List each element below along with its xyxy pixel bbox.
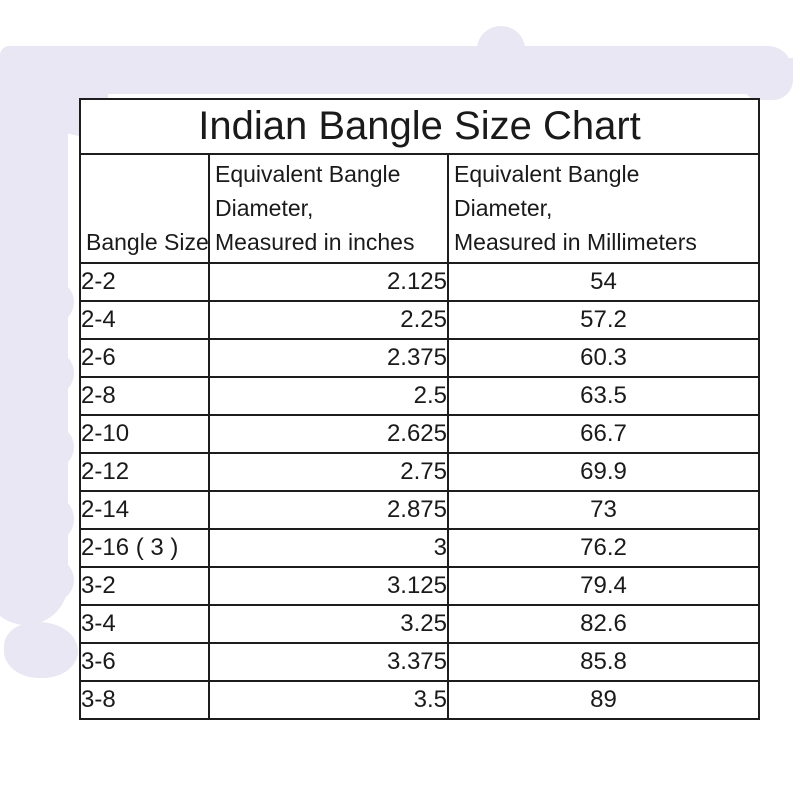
cell-diameter-inches: 2.625 [208,414,449,454]
cell-diameter-mm: 60.3 [446,338,761,378]
cell-diameter-inches: 3 [208,528,449,568]
cell-bangle-size: 2-16 ( 3 ) [79,528,210,568]
cell-bangle-size: 2-14 [79,490,210,530]
watermark-bottom-blob [4,622,78,678]
cell-diameter-mm: 66.7 [446,414,761,454]
cell-diameter-inches: 3.125 [208,566,449,606]
watermark-blob [30,425,74,469]
header-line: Equivalent Bangle [215,161,401,187]
watermark-blob [28,350,74,396]
watermark-top-band [0,46,792,94]
table-row: 2-14 2.875 73 [79,490,761,530]
cell-diameter-mm: 54 [446,262,761,302]
table-row: 2-12 2.75 69.9 [79,452,761,492]
bangle-size-table: Indian Bangle Size Chart Bangle Size Equ… [78,98,761,720]
cell-diameter-mm: 73 [446,490,761,530]
cell-diameter-inches: 3.375 [208,642,449,682]
watermark-blob [30,558,74,602]
cell-bangle-size: 2-4 [79,300,210,340]
cell-diameter-mm: 85.8 [446,642,761,682]
header-line: Diameter, [215,195,314,221]
header-line: Measured in Millimeters [454,229,697,255]
table-title: Indian Bangle Size Chart [78,98,761,155]
header-label: Bangle Size [86,229,209,255]
cell-diameter-inches: 2.75 [208,452,449,492]
cell-bangle-size: 2-10 [79,414,210,454]
watermark-top-bump [477,26,525,72]
cell-bangle-size: 3-8 [79,680,210,720]
cell-diameter-inches: 2.875 [208,490,449,530]
cell-diameter-mm: 69.9 [446,452,761,492]
table-body: 2-2 2.125 54 2-4 2.25 57.2 2-6 2.375 60.… [79,262,761,720]
table-row: 3-4 3.25 82.6 [79,604,761,644]
watermark-top-right-blob [743,58,793,100]
cell-diameter-mm: 89 [446,680,761,720]
table-row: 3-2 3.125 79.4 [79,566,761,606]
cell-diameter-mm: 82.6 [446,604,761,644]
cell-diameter-mm: 63.5 [446,376,761,416]
cell-diameter-mm: 76.2 [446,528,761,568]
header-line: Equivalent Bangle [454,161,640,187]
cell-bangle-size: 2-8 [79,376,210,416]
title-row: Indian Bangle Size Chart [78,98,761,155]
table-row: 2-10 2.625 66.7 [79,414,761,454]
header-diameter-mm: Equivalent Bangle Diameter, Measured in … [446,153,761,264]
cell-diameter-inches: 2.25 [208,300,449,340]
cell-bangle-size: 2-6 [79,338,210,378]
table-row: 2-16 ( 3 ) 3 76.2 [79,528,761,568]
cell-bangle-size: 3-2 [79,566,210,606]
table-row: 3-6 3.375 85.8 [79,642,761,682]
cell-diameter-inches: 2.375 [208,338,449,378]
table-row: 3-8 3.5 89 [79,680,761,720]
table-row: 2-2 2.125 54 [79,262,761,302]
table-row: 2-6 2.375 60.3 [79,338,761,378]
header-line: Diameter, [454,195,553,221]
header-diameter-inches: Equivalent Bangle Diameter, Measured in … [208,153,449,264]
cell-bangle-size: 2-2 [79,262,210,302]
cell-diameter-mm: 57.2 [446,300,761,340]
cell-bangle-size: 2-12 [79,452,210,492]
cell-diameter-inches: 2.125 [208,262,449,302]
header-bangle-size: Bangle Size [79,153,210,264]
header-row: Bangle Size Equivalent Bangle Diameter, … [79,153,761,264]
cell-diameter-inches: 3.5 [208,680,449,720]
cell-diameter-inches: 2.5 [208,376,449,416]
cell-bangle-size: 3-4 [79,604,210,644]
watermark-blob [30,280,74,324]
table-row: 2-4 2.25 57.2 [79,300,761,340]
table-row: 2-8 2.5 63.5 [79,376,761,416]
watermark-blob [26,495,74,543]
header-line: Measured in inches [215,229,415,255]
cell-diameter-mm: 79.4 [446,566,761,606]
cell-bangle-size: 3-6 [79,642,210,682]
cell-diameter-inches: 3.25 [208,604,449,644]
